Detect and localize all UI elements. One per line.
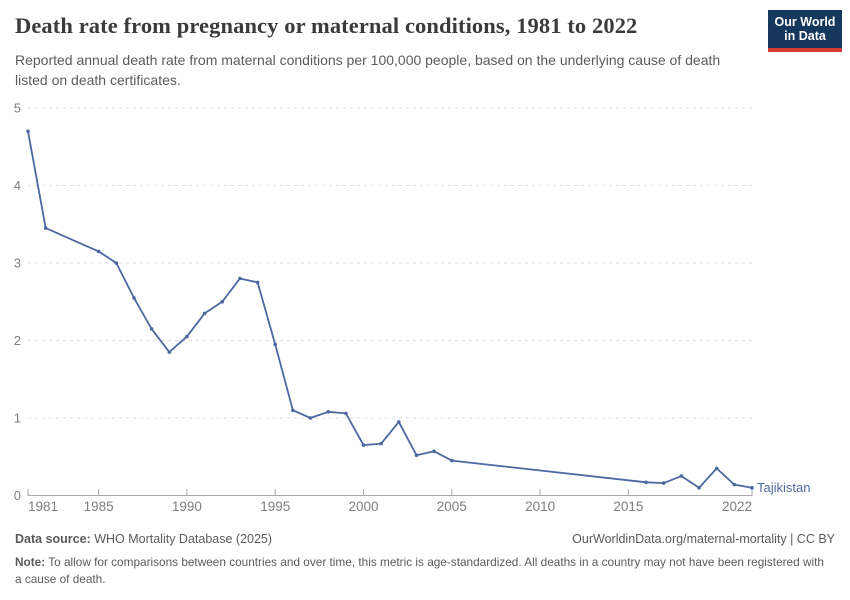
series-end-label: Tajikistan [757,480,811,495]
series-point [714,466,719,471]
x-tick-label: 1985 [84,499,114,514]
series-point [149,327,154,331]
x-tick-label: 1995 [260,499,290,514]
series-point [697,486,701,490]
series-point [397,420,401,424]
series-point [273,342,278,347]
series-point [96,249,101,254]
series-point [361,443,366,447]
series-point [185,334,189,339]
series-line [27,130,753,489]
series-point [132,296,136,300]
y-tick-label: 2 [14,333,21,348]
data-source-value: WHO Mortality Database (2025) [90,532,273,546]
y-tick-label: 3 [14,256,21,271]
x-tick-label: 1981 [28,499,58,514]
series-point [750,486,754,490]
series-point [308,416,313,420]
note-line: Note: To allow for comparisons between c… [15,554,833,588]
note-value: To allow for comparisons between countri… [15,555,824,587]
series-point [661,481,666,485]
owid-logo-line1: Our World [774,15,836,29]
attribution-link[interactable]: OurWorldinData.org/maternal-mortality | … [572,532,835,546]
series-point [379,441,384,446]
series-point [644,480,648,485]
x-tick-label: 2005 [437,499,467,514]
owid-logo-line2: in Data [784,29,826,43]
x-tick-label: 2010 [525,499,555,514]
series-point [326,410,331,414]
x-tick-label: 2000 [348,499,378,514]
x-tick-label: 2022 [722,499,752,514]
series-point [202,311,207,316]
y-tick-label: 0 [14,488,21,503]
data-source-label: Data source: [15,532,91,546]
series-point [43,226,48,230]
line-chart-canvas: 0 1 2 3 4 5 1981 1985 1990 1995 2000 2005 2010 2015 20… [14,101,754,514]
series-point [220,300,224,304]
series-point [432,449,436,454]
owid-logo[interactable]: Our World in Data [768,10,842,52]
series-point [450,458,454,463]
owid-logo-stripe [768,48,842,52]
series-point [167,350,172,354]
page-title: Death rate from pregnancy or maternal co… [15,13,638,38]
x-tick-label: 1990 [172,499,202,514]
owid-logo-text: Our World in Data [768,10,842,48]
x-tick-label: 2015 [613,499,643,514]
series-point [679,474,684,478]
page-subtitle: Reported annual death rate from maternal… [15,52,721,88]
y-tick-label: 1 [14,411,21,426]
series-point [238,276,242,281]
series-point [255,280,260,285]
series-point [414,453,419,458]
data-source-line: Data source: WHO Mortality Database (202… [15,532,835,546]
y-tick-label: 4 [14,178,21,193]
series-point [291,408,295,413]
series-point [732,482,737,487]
series-point [344,411,348,416]
note-label: Note: [15,555,46,569]
series-point [114,261,119,265]
y-tick-label: 5 [14,101,21,116]
series-point [26,129,30,134]
